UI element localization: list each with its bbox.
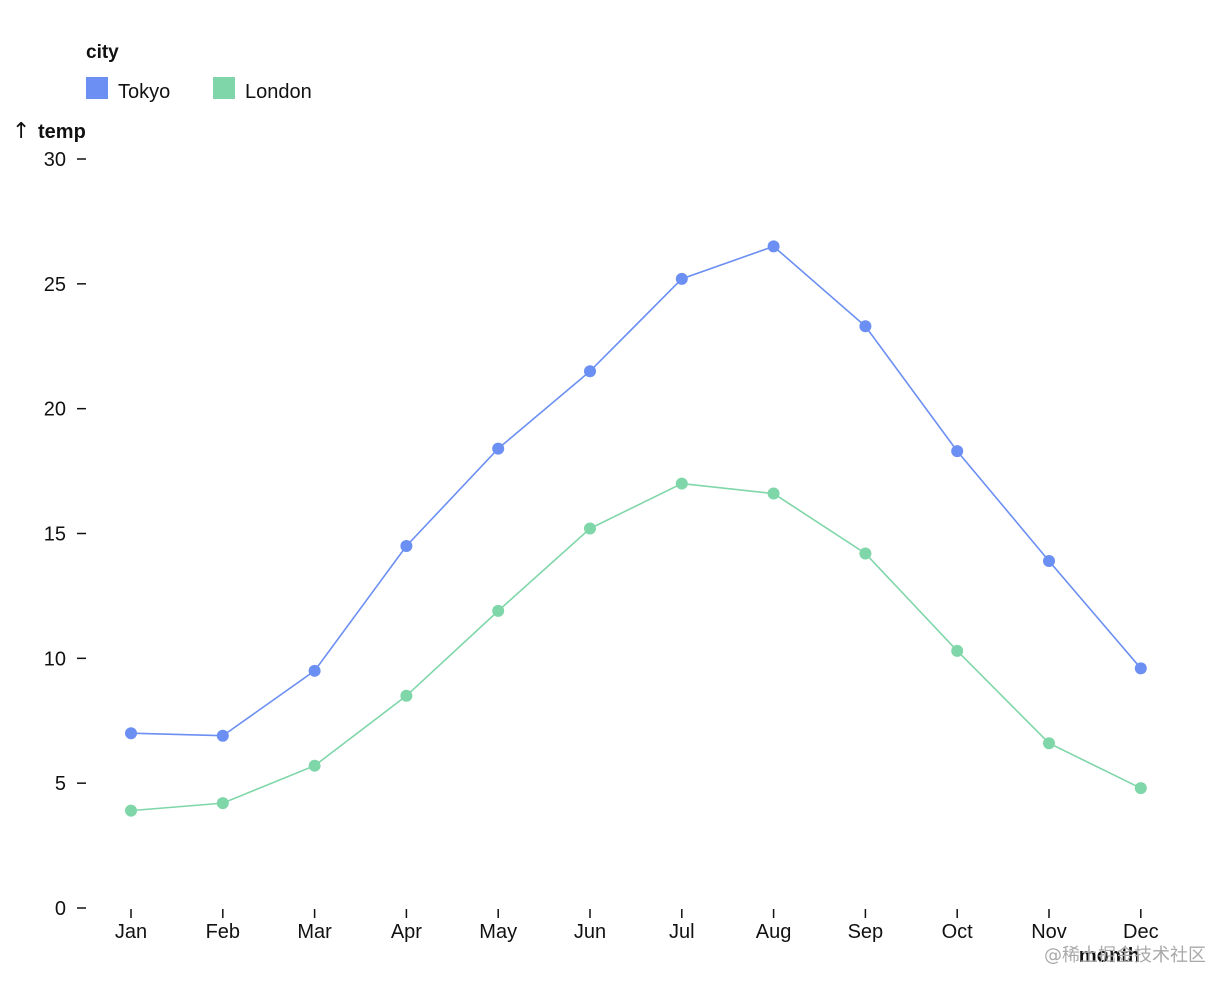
data-point — [584, 365, 596, 378]
data-point — [767, 240, 780, 253]
data-point — [584, 522, 596, 535]
data-point — [675, 477, 688, 490]
x-tick-label: Jul — [669, 921, 695, 943]
series-line — [130, 245, 1142, 737]
y-tick-label: 30 — [44, 149, 66, 171]
data-point — [308, 759, 321, 772]
y-tick-label: 15 — [44, 524, 66, 546]
y-tick-label: 5 — [55, 773, 66, 795]
data-point — [1134, 782, 1147, 795]
y-tick-label: 0 — [55, 898, 66, 920]
x-tick-label: Dec — [1123, 921, 1159, 943]
x-tick-label: Sep — [848, 921, 884, 943]
data-point — [125, 727, 137, 740]
data-point — [1043, 737, 1055, 750]
y-axis-arrow-icon: ↑ — [12, 119, 30, 144]
series-tokyo — [125, 240, 1147, 742]
y-axis-title: temp — [38, 121, 86, 143]
x-tick-label: Mar — [297, 921, 332, 943]
y-tick-label: 10 — [44, 648, 66, 670]
x-tick-label: Aug — [756, 921, 792, 943]
x-tick-label: Apr — [391, 921, 422, 943]
data-point — [1043, 554, 1055, 567]
y-axis: ↑ temp 0 5 10 15 20 25 30 — [12, 119, 86, 920]
data-point — [859, 320, 872, 333]
data-point — [492, 442, 505, 455]
x-tick-label: Feb — [206, 921, 240, 943]
x-axis: Jan Feb Mar Apr May Jun Jul Aug Sep Oct Nov Dec mon… — [115, 909, 1159, 967]
legend-swatch — [213, 77, 235, 99]
y-tick-label: 20 — [44, 399, 66, 421]
x-tick-label: Jan — [115, 921, 147, 943]
legend-label: Tokyo — [118, 81, 170, 103]
x-tick-label: Nov — [1031, 921, 1067, 943]
data-point — [767, 487, 780, 500]
plot-area — [125, 240, 1147, 817]
data-point — [675, 272, 688, 285]
legend-item: Tokyo — [86, 77, 170, 103]
data-point — [216, 797, 229, 810]
legend-swatch — [86, 77, 108, 99]
series-london — [125, 477, 1147, 817]
data-point — [951, 445, 964, 458]
legend-title: city — [86, 42, 119, 63]
data-point — [492, 604, 505, 617]
data-point — [400, 539, 413, 552]
data-point — [308, 664, 321, 677]
data-point — [125, 804, 137, 817]
legend: city Tokyo London — [86, 42, 312, 103]
data-point — [216, 729, 229, 742]
x-tick-label: Jun — [574, 921, 606, 943]
data-point — [1134, 662, 1147, 675]
x-ticks: Jan Feb Mar Apr May Jun Jul Aug Sep Oct Nov Dec — [115, 909, 1159, 943]
x-axis-title: month — [1079, 945, 1140, 967]
legend-label: London — [245, 81, 312, 103]
x-tick-label: Oct — [942, 921, 974, 943]
watermark: @稀土掘金技术社区 — [1044, 945, 1206, 966]
legend-items: Tokyo London — [86, 77, 312, 103]
data-point — [400, 689, 413, 702]
data-point — [859, 547, 872, 560]
x-tick-label: May — [479, 921, 517, 943]
series-line — [130, 482, 1142, 812]
y-tick-label: 25 — [44, 274, 66, 296]
y-ticks: 0 5 10 15 20 25 30 — [44, 149, 86, 920]
legend-item: London — [213, 77, 312, 103]
data-point — [951, 644, 964, 657]
